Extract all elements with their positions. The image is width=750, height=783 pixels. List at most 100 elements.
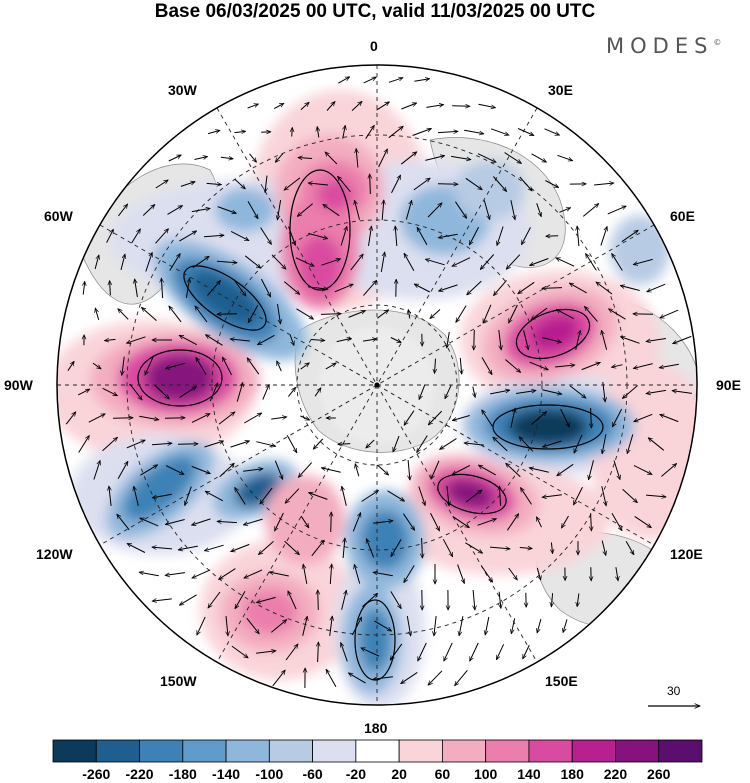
wind-vector [428, 410, 443, 425]
wind-vector [95, 308, 100, 321]
wind-vector [563, 619, 568, 632]
colorbar-level-label: -140 [212, 766, 241, 782]
wind-vector [350, 254, 363, 271]
wind-vector [380, 252, 384, 272]
lon-label-90w: 90W [4, 377, 33, 393]
wind-vector [152, 547, 173, 549]
wind-vector [93, 461, 100, 480]
wind-vector [400, 152, 417, 165]
wind-vector [581, 362, 601, 371]
wind-vector [616, 567, 618, 581]
wind-vector [378, 149, 388, 168]
wind-vector [234, 131, 245, 132]
wind-vector [465, 490, 482, 503]
wind-vector [560, 408, 570, 427]
wind-vector [489, 547, 510, 549]
wind-vector [646, 338, 666, 342]
wind-vector [207, 280, 221, 296]
wind-vector [428, 670, 443, 685]
wind-vector [517, 128, 534, 136]
wind-vector [192, 518, 211, 525]
wind-vector [557, 154, 572, 160]
wind-vector [300, 515, 309, 528]
wind-vector [284, 540, 300, 554]
wind-vector [185, 486, 192, 506]
wind-vector [259, 541, 274, 554]
wind-vector [139, 415, 159, 419]
wind-vector [438, 233, 458, 238]
wind-vector [467, 280, 482, 295]
brand-name: MODES [606, 34, 714, 58]
wind-vector [464, 129, 484, 134]
wind-vector [412, 129, 432, 136]
colorbar-level-label: -180 [168, 766, 197, 782]
wind-vector [425, 259, 445, 266]
wind-vector [562, 515, 569, 528]
wind-vector [247, 358, 260, 375]
wind-vector [474, 329, 475, 350]
colorbar-swatch [95, 739, 140, 763]
wind-vector [179, 387, 197, 398]
wind-vector [362, 593, 377, 607]
wind-vector [504, 152, 522, 164]
wind-vector [117, 514, 130, 531]
wind-vector [485, 616, 490, 635]
wind-vector [425, 156, 444, 161]
wind-vector [434, 616, 436, 636]
wind-vector [102, 437, 118, 452]
wind-vector [382, 200, 384, 221]
wind-vector [219, 568, 236, 580]
wind-vector [155, 229, 169, 244]
wind-vector [298, 158, 313, 159]
wind-vector [516, 391, 536, 394]
wind-vector [521, 227, 531, 244]
wind-vector [536, 517, 542, 528]
wind-vector [575, 330, 581, 350]
wind-vector [611, 513, 623, 530]
wind-vector [341, 590, 347, 610]
wind-vector [295, 257, 314, 267]
wind-vector [633, 465, 652, 475]
wind-vector [523, 330, 529, 349]
wind-vector [418, 486, 425, 506]
wind-vector [298, 462, 313, 478]
colorbar-swatch [355, 739, 400, 763]
wind-vector [209, 383, 218, 402]
wind-vector [612, 254, 623, 271]
wind-vector [414, 283, 431, 293]
wind-vector [302, 616, 308, 636]
wind-vector [217, 521, 238, 522]
wind-vector [452, 415, 470, 421]
wind-vector [283, 281, 299, 295]
wind-vector [401, 103, 416, 110]
wind-vector [318, 590, 319, 611]
wind-vector [405, 200, 411, 220]
wind-vector [152, 599, 172, 601]
wind-vector [417, 435, 428, 453]
wind-vector [343, 125, 346, 139]
wind-vector [437, 184, 458, 185]
wind-vector [192, 256, 209, 269]
wind-vector [67, 361, 74, 371]
wind-vector [167, 206, 183, 215]
wind-vector [430, 309, 441, 319]
wind-vector [331, 512, 332, 533]
wind-vector [531, 153, 547, 163]
wind-vector [118, 204, 127, 217]
colorbar-level-label: 260 [647, 766, 671, 782]
wind-vector [388, 78, 403, 83]
wind-vector [271, 254, 286, 269]
wind-vector [430, 460, 440, 479]
wind-vector [494, 280, 507, 295]
colorbar-swatch [398, 739, 443, 763]
wind-vector [518, 281, 535, 293]
wind-vector [469, 642, 479, 661]
brand-mark: © [713, 38, 722, 47]
wind-vector [102, 387, 118, 397]
wind-vector [390, 643, 403, 660]
wind-vector [577, 593, 579, 606]
wind-vector [269, 572, 289, 577]
wind-vector [660, 414, 679, 423]
wind-vector [559, 208, 570, 213]
